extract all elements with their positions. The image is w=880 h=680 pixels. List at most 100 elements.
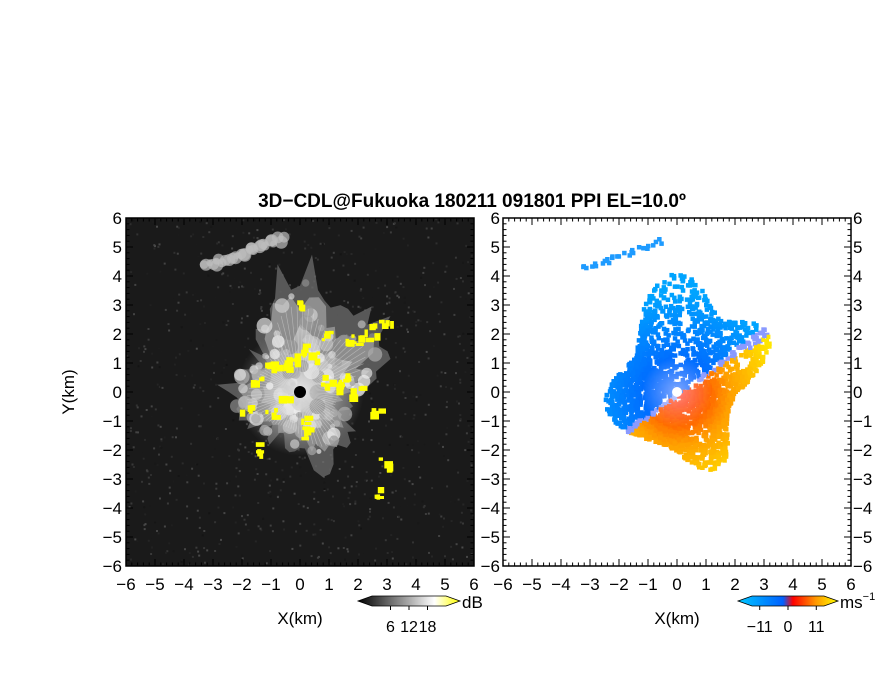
noise-speckle (215, 339, 218, 341)
high-snr-patch (248, 405, 253, 414)
velocity-cell (698, 310, 703, 316)
high-snr-patch (328, 330, 334, 335)
noise-speckle (198, 516, 201, 519)
velocity-cell (654, 298, 659, 304)
noise-speckle (330, 534, 333, 537)
velocity-cell (686, 442, 691, 447)
noise-speckle (176, 252, 179, 255)
velocity-cell (705, 321, 711, 327)
noise-speckle (413, 414, 416, 417)
y-tick-label-right: −4 (853, 499, 872, 518)
velocity-cell (752, 341, 758, 347)
velocity-cell (629, 428, 635, 433)
velocity-cell (659, 288, 664, 293)
noise-speckle (446, 485, 449, 488)
noise-speckle (407, 374, 410, 377)
velocity-cell (745, 325, 751, 331)
velocity-cell (710, 358, 716, 363)
noise-speckle (185, 474, 188, 477)
high-snr-patch (265, 409, 269, 415)
velocity-cell (720, 436, 725, 442)
noise-speckle (289, 284, 291, 287)
echo-clump (262, 353, 269, 360)
velocity-cell (649, 335, 654, 340)
noise-speckle (355, 485, 358, 488)
velocity-cell (672, 336, 678, 341)
velocity-cell (756, 342, 761, 347)
velocity-cell (710, 332, 715, 337)
velocity-cell (672, 284, 678, 289)
high-snr-patch (307, 427, 315, 433)
velocity-cell (710, 398, 715, 404)
velocity-cell (642, 352, 647, 357)
left-x-axis-label: X(km) (277, 609, 322, 628)
noise-speckle (257, 525, 260, 528)
velocity-cell (692, 425, 698, 430)
noise-speckle (330, 519, 333, 522)
velocity-cell (642, 376, 647, 381)
velocity-cell (725, 384, 731, 389)
y-tick-label: 2 (491, 325, 500, 344)
velocity-cell (681, 432, 687, 438)
x-tick-label: −6 (493, 575, 512, 594)
velocity-cell (753, 345, 759, 350)
velocity-cell (626, 383, 631, 388)
noise-speckle (369, 508, 372, 511)
noise-speckle (189, 339, 192, 342)
echo-clump (317, 324, 325, 332)
y-tick-label: −6 (481, 557, 500, 576)
y-tick-label: 0 (113, 383, 122, 402)
velocity-cell (627, 391, 632, 396)
noise-speckle (415, 312, 418, 315)
velocity-cell (725, 381, 731, 386)
noise-speckle (198, 554, 201, 557)
high-snr-patch (298, 303, 303, 311)
noise-speckle (459, 419, 462, 422)
velocity-cell (644, 417, 649, 423)
noise-speckle (181, 559, 183, 562)
noise-speckle (457, 471, 460, 474)
high-snr-patch (239, 409, 246, 417)
velocity-cell (637, 344, 643, 349)
velocity-cell (701, 357, 706, 363)
velocity-cell (765, 334, 771, 340)
noise-speckle (180, 560, 183, 563)
velocity-cell (646, 411, 652, 416)
noise-speckle (415, 399, 418, 402)
velocity-cell (740, 384, 746, 389)
noise-speckle (225, 363, 228, 366)
velocity-cell (718, 330, 723, 336)
noise-speckle (283, 528, 286, 531)
noise-speckle (470, 254, 473, 257)
velocity-cell (763, 345, 768, 350)
high-snr-patch (378, 408, 386, 414)
noise-speckle (225, 324, 228, 327)
velocity-cell (721, 363, 727, 368)
velocity-cell (680, 288, 686, 293)
noise-speckle (354, 454, 357, 456)
velocity-cell (712, 443, 718, 448)
velocity-cell (710, 386, 716, 391)
noise-speckle (360, 527, 362, 530)
high-snr-patch (294, 360, 302, 368)
velocity-cell (655, 353, 660, 359)
echo-clump (291, 396, 307, 411)
velocity-cell (664, 340, 669, 346)
noise-speckle (186, 505, 189, 508)
velocity-cell (704, 314, 709, 319)
velocity-cell (747, 370, 752, 375)
velocity-cell (660, 308, 666, 314)
noise-speckle (272, 292, 275, 295)
noise-speckle (321, 243, 324, 246)
velocity-cell (643, 426, 649, 432)
noise-speckle (243, 267, 246, 270)
velocity-cell (645, 368, 650, 373)
noise-speckle (444, 270, 447, 273)
velocity-cell (641, 340, 646, 345)
velocity-cell (646, 351, 651, 357)
noise-speckle (470, 427, 473, 430)
noise-speckle (386, 226, 389, 229)
velocity-cell (716, 429, 722, 434)
velocity-cell (626, 398, 631, 403)
right-velocity-field (581, 237, 772, 472)
